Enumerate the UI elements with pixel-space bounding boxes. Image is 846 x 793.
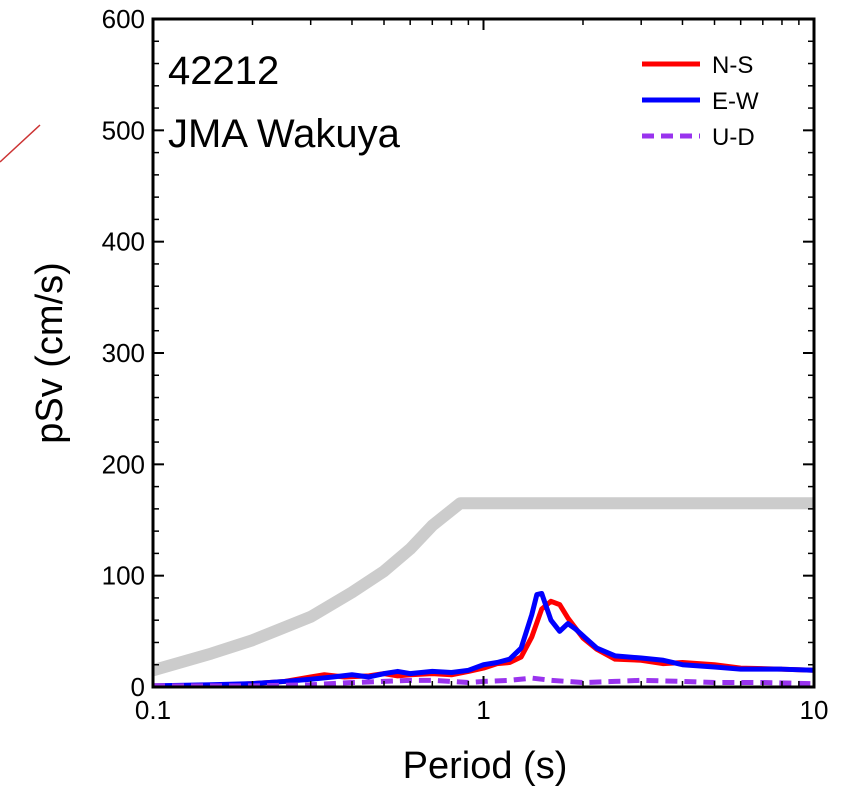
x-tick-label: 0.1 [135, 695, 171, 725]
y-tick-label: 100 [102, 561, 145, 591]
station-code-label: 42212 [168, 49, 279, 93]
station-name-label: JMA Wakuya [168, 112, 401, 156]
y-tick-label: 600 [102, 4, 145, 34]
curves-layer [153, 497, 814, 687]
axis-ticks: 0 100 200 300 400 500 600 0.1 1 10 [102, 4, 829, 725]
series-line-u-d [153, 675, 814, 687]
y-tick-label: 300 [102, 338, 145, 368]
y-axis-title: pSv (cm/s) [29, 262, 71, 444]
x-tick-label: 10 [800, 695, 829, 725]
y-tick-label: 200 [102, 449, 145, 479]
y-tick-label: 0 [131, 672, 145, 702]
x-tick-label: 1 [476, 695, 490, 725]
stray-mark-line [0, 124, 41, 163]
legend: N-S E-W U-D [642, 52, 759, 151]
reference-spectrum-line [153, 497, 814, 677]
x-axis-title: Period (s) [403, 745, 568, 787]
legend-label-n-s: N-S [712, 52, 753, 79]
y-tick-label: 400 [102, 227, 145, 257]
legend-label-u-d: U-D [712, 124, 755, 151]
y-tick-label: 500 [102, 115, 145, 145]
legend-label-e-w: E-W [712, 88, 759, 115]
series-line-e-w [153, 590, 814, 687]
